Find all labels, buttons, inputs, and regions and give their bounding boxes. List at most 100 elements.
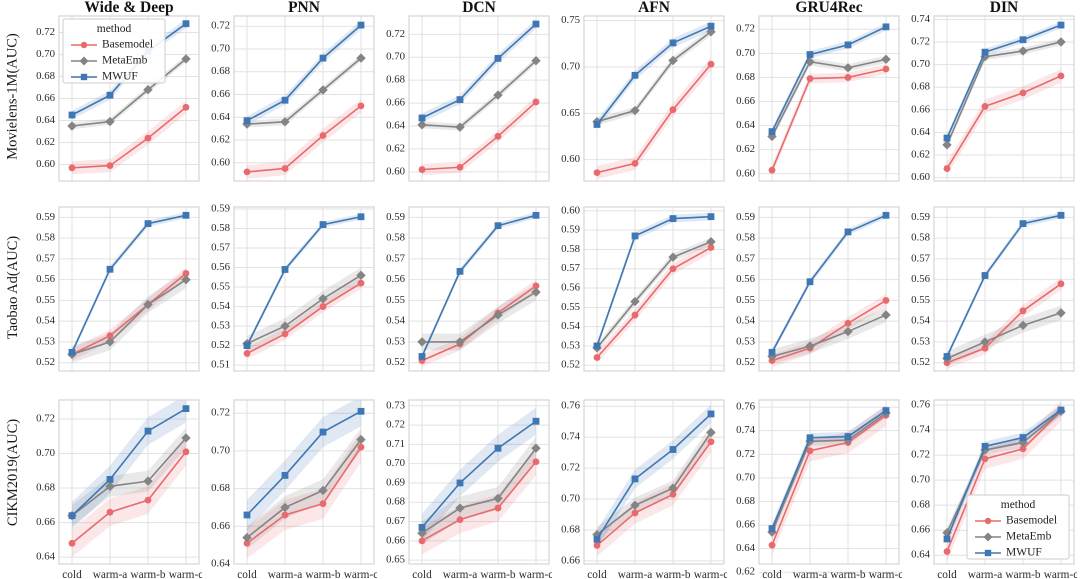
- x-tick-label: cold: [762, 569, 782, 579]
- x-tick-label: warm-a: [268, 569, 303, 579]
- y-tick-label: 0.74: [736, 424, 755, 436]
- y-tick-label: 0.68: [211, 65, 230, 77]
- x-tick-label: cold: [937, 569, 957, 579]
- y-tick-label: 0.55: [211, 281, 230, 293]
- y-tick-label: 0.68: [561, 523, 580, 535]
- y-tick-label: 0.55: [911, 294, 930, 306]
- legend-title: method: [97, 23, 132, 35]
- y-tick-label: 0.56: [211, 261, 230, 273]
- y-tick-label: 0.72: [911, 449, 930, 461]
- y-tick-label: 0.64: [736, 542, 755, 554]
- row-label-text: Movielens-1M(AUC): [5, 32, 21, 160]
- x-tick-label: warm-a: [793, 569, 828, 579]
- legend: method Basemodel MetaEmb MWUF: [966, 494, 1070, 560]
- y-tick-label: 0.53: [736, 335, 755, 347]
- y-tick-label: 0.70: [911, 474, 930, 486]
- y-tick-label: 0.73: [386, 399, 405, 411]
- x-tick-label: warm-b: [830, 569, 865, 579]
- y-tick-label: 0.52: [211, 339, 230, 351]
- x-tick-label: warm-c: [869, 569, 902, 579]
- y-tick-label: 0.68: [36, 482, 55, 494]
- legend-entry-label: MetaEmb: [1006, 531, 1052, 543]
- chart-1-5: 0.52 0.53 0.54 0.55 0.56 0.57 0.58 0.59: [911, 206, 1075, 372]
- y-tick-label: 0.59: [736, 211, 755, 223]
- chart-title: DCN: [462, 0, 496, 16]
- y-tick-label: 0.57: [36, 252, 55, 264]
- y-tick-label: 0.62: [211, 134, 230, 146]
- chart-cell: 0.64 0.66 0.68 0.70 0.72 cold warm-a warm-b warm…: [202, 381, 377, 579]
- chart-cell: 0.64 0.66 0.68 0.70 0.72 0.74 0.76 cold warm-a wa…: [902, 381, 1077, 579]
- y-tick-label: 0.70: [561, 493, 580, 505]
- chart-row-2: 0.64 0.66 0.68 0.70 0.72 cold warm-a warm-b warm…: [27, 381, 1077, 579]
- y-tick-label: 0.66: [736, 519, 755, 531]
- y-tick-label: 0.54: [911, 315, 930, 327]
- y-tick-label: 0.62: [736, 566, 755, 578]
- y-tick-label: 0.74: [561, 431, 580, 443]
- x-tick-label: cold: [237, 569, 257, 579]
- y-tick-label: 0.54: [386, 315, 405, 327]
- chart-row-1: 0.52 0.53 0.54 0.55 0.56 0.57 0.58 0.59 0.51 0.52…: [27, 193, 1077, 381]
- x-tick-label: warm-b: [480, 569, 515, 579]
- chart-title: GRU4Rec: [795, 0, 862, 16]
- y-tick-label: 0.64: [36, 114, 55, 126]
- legend-title: method: [1001, 499, 1036, 511]
- y-tick-label: 0.59: [911, 211, 930, 223]
- y-tick-label: 0.52: [386, 356, 405, 368]
- chart-title: PNN: [288, 0, 320, 16]
- chart-cell: 0.52 0.53 0.54 0.55 0.56 0.57 0.58 0.59 0.60: [552, 193, 727, 381]
- y-tick-label: 0.69: [386, 476, 405, 488]
- y-tick-label: 0.70: [736, 471, 755, 483]
- y-tick-label: 0.65: [561, 107, 580, 119]
- y-tick-label: 0.64: [211, 111, 230, 123]
- y-tick-label: 0.52: [36, 356, 55, 368]
- chart-cell: 0.52 0.53 0.54 0.55 0.56 0.57 0.58 0.59: [27, 193, 202, 381]
- x-tick-label: warm-a: [443, 569, 478, 579]
- x-tick-label: warm-c: [169, 569, 202, 579]
- y-tick-label: 0.60: [561, 204, 580, 216]
- y-tick-label: 0.55: [561, 301, 580, 313]
- y-tick-label: 0.62: [36, 136, 55, 148]
- y-tick-label: 0.68: [386, 74, 405, 86]
- y-tick-label: 0.51: [211, 359, 230, 371]
- row-label-text: Taobao Ad(AUC): [5, 235, 22, 339]
- chart-1-1: 0.51 0.52 0.53 0.54 0.55 0.56 0.57 0.58 0.59: [211, 202, 375, 372]
- y-tick-label: 0.66: [386, 534, 405, 546]
- x-tick-label: warm-b: [305, 569, 340, 579]
- y-tick-label: 0.57: [386, 252, 405, 264]
- chart-0-1: 0.60 0.62 0.64 0.66 0.68 0.70 0.72 PNN: [211, 0, 375, 182]
- y-tick-label: 0.54: [36, 315, 55, 327]
- chart-cell: 0.65 0.66 0.67 0.68 0.69 0.70 0.71 0.72 0.73 cold…: [377, 381, 552, 579]
- y-tick-label: 0.70: [561, 60, 580, 72]
- y-tick-label: 0.58: [736, 232, 755, 244]
- y-tick-label: 0.66: [561, 554, 580, 566]
- chart-title: AFN: [638, 0, 670, 16]
- chart-cell: 0.60 0.62 0.64 0.66 0.68 0.70 0.72 Wide & Deep m…: [27, 0, 202, 192]
- chart-1-2: 0.52 0.53 0.54 0.55 0.56 0.57 0.58 0.59: [386, 206, 550, 372]
- y-tick-label: 0.66: [911, 103, 930, 115]
- y-tick-label: 0.66: [736, 95, 755, 107]
- y-tick-label: 0.60: [911, 171, 930, 183]
- x-tick-label: warm-a: [618, 569, 653, 579]
- y-tick-label: 0.74: [911, 424, 930, 436]
- x-tick-label: cold: [587, 569, 607, 579]
- x-tick-label: warm-c: [344, 569, 377, 579]
- y-tick-label: 0.70: [211, 444, 230, 456]
- y-tick-label: 0.68: [911, 81, 930, 93]
- x-tick-label: warm-c: [1044, 569, 1077, 579]
- y-tick-label: 0.55: [386, 294, 405, 306]
- y-tick-label: 0.72: [386, 419, 405, 431]
- y-tick-label: 0.59: [386, 211, 405, 223]
- y-tick-label: 0.56: [36, 273, 55, 285]
- chart-cell: 0.60 0.65 0.70 0.75 AFN: [552, 0, 727, 192]
- y-tick-label: 0.62: [736, 143, 755, 155]
- y-tick-label: 0.72: [736, 23, 755, 35]
- y-tick-label: 0.68: [36, 70, 55, 82]
- x-tick-label: warm-c: [519, 569, 552, 579]
- y-tick-label: 0.62: [911, 148, 930, 160]
- row-label-cikm: CIKM2019(AUC): [0, 381, 27, 563]
- x-tick-label: cold: [412, 569, 432, 579]
- x-tick-label: warm-b: [1005, 569, 1040, 579]
- y-tick-label: 0.54: [561, 320, 580, 332]
- y-tick-label: 0.58: [211, 222, 230, 234]
- legend-entry-label: MWUF: [1006, 547, 1042, 559]
